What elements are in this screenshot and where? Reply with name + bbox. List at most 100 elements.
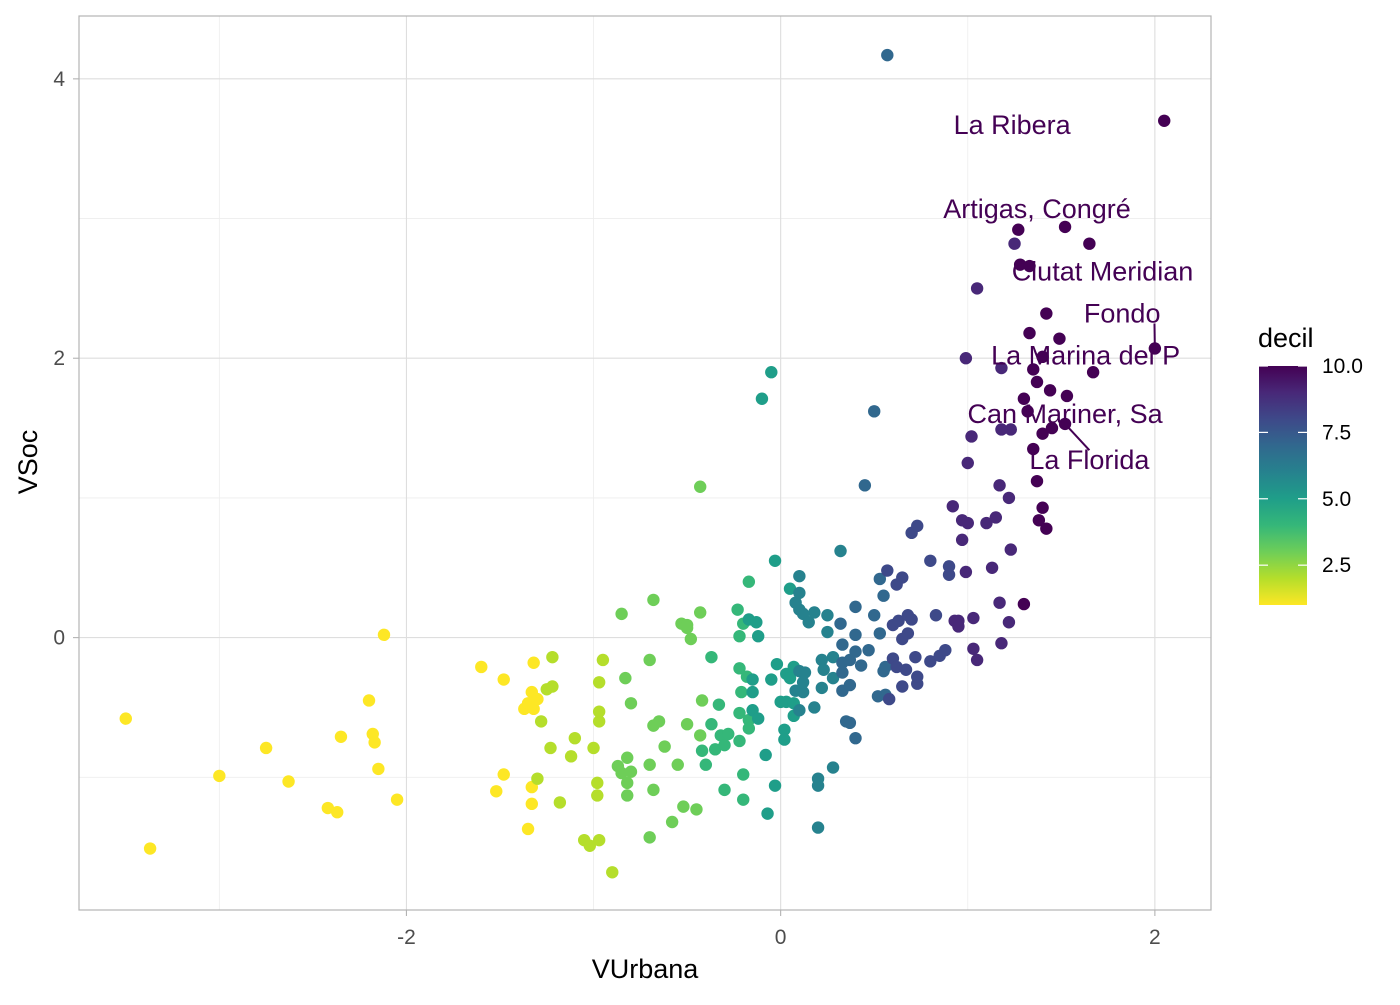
point-label: Ciutat Meridian <box>1012 257 1194 287</box>
data-point <box>812 821 824 833</box>
x-axis-title: VUrbana <box>592 954 700 984</box>
data-point <box>752 712 764 724</box>
data-point <box>827 761 839 773</box>
data-point <box>658 740 670 752</box>
y-tick-label: 2 <box>53 347 65 370</box>
data-point <box>844 717 856 729</box>
data-point <box>883 693 895 705</box>
data-point <box>849 629 861 641</box>
data-point <box>619 672 631 684</box>
data-point <box>759 749 771 761</box>
data-point <box>705 718 717 730</box>
data-point <box>930 609 942 621</box>
data-point <box>378 629 390 641</box>
data-point <box>793 587 805 599</box>
data-point <box>746 673 758 685</box>
data-point <box>526 798 538 810</box>
data-point <box>939 644 951 656</box>
data-point <box>718 784 730 796</box>
data-point <box>896 680 908 692</box>
data-point <box>943 569 955 581</box>
legend-tick-label: 10.0 <box>1322 355 1363 378</box>
data-point <box>213 770 225 782</box>
x-tick-label: 0 <box>775 926 787 949</box>
data-point <box>643 654 655 666</box>
data-point <box>335 731 347 743</box>
data-point <box>647 784 659 796</box>
data-point <box>836 666 848 678</box>
data-point <box>911 520 923 532</box>
x-tick-label: -2 <box>397 926 416 949</box>
data-point <box>546 651 558 663</box>
data-point <box>881 49 893 61</box>
data-point <box>971 282 983 294</box>
data-point <box>696 745 708 757</box>
data-point <box>1018 598 1030 610</box>
y-tick-label: 0 <box>53 627 65 650</box>
data-point <box>527 657 539 669</box>
data-point <box>737 768 749 780</box>
legend-colorbar <box>1259 366 1307 605</box>
data-point <box>591 789 603 801</box>
data-point <box>962 517 974 529</box>
data-point <box>799 666 811 678</box>
data-point <box>694 729 706 741</box>
data-point <box>765 366 777 378</box>
data-point <box>778 733 790 745</box>
data-point <box>282 775 294 787</box>
data-point <box>1083 237 1095 249</box>
data-point <box>690 803 702 815</box>
data-point <box>535 715 547 727</box>
data-point <box>896 571 908 583</box>
data-point <box>120 712 132 724</box>
data-point <box>874 627 886 639</box>
data-point <box>713 698 725 710</box>
data-point <box>597 654 609 666</box>
data-point <box>591 777 603 789</box>
data-point <box>593 834 605 846</box>
data-point <box>681 718 693 730</box>
data-point <box>368 736 380 748</box>
data-point <box>821 609 833 621</box>
data-point <box>733 630 745 642</box>
data-point <box>743 722 755 734</box>
data-point <box>1012 224 1024 236</box>
data-point <box>750 616 762 628</box>
data-point <box>771 658 783 670</box>
data-point <box>677 800 689 812</box>
data-point <box>821 626 833 638</box>
data-point <box>756 393 768 405</box>
data-point <box>569 732 581 744</box>
data-point <box>1023 327 1035 339</box>
data-point <box>956 534 968 546</box>
data-point <box>793 570 805 582</box>
data-point <box>960 352 972 364</box>
data-point <box>643 759 655 771</box>
data-point <box>653 715 665 727</box>
data-point <box>812 779 824 791</box>
point-label: La Marina del P <box>991 340 1180 370</box>
data-point <box>1040 307 1052 319</box>
data-point <box>735 686 747 698</box>
data-point <box>952 620 964 632</box>
data-point <box>615 608 627 620</box>
data-point <box>993 596 1005 608</box>
data-point <box>1005 543 1017 555</box>
data-point <box>965 430 977 442</box>
data-point <box>995 637 1007 649</box>
data-point <box>498 768 510 780</box>
data-point <box>752 630 764 642</box>
data-point <box>621 789 633 801</box>
data-point <box>765 673 777 685</box>
data-point <box>967 612 979 624</box>
data-point <box>666 816 678 828</box>
data-point <box>490 785 502 797</box>
data-point <box>849 732 861 744</box>
data-point <box>718 739 730 751</box>
data-point <box>900 664 912 676</box>
data-point <box>769 779 781 791</box>
data-point <box>909 651 921 663</box>
point-label: Fondo <box>1084 299 1161 329</box>
